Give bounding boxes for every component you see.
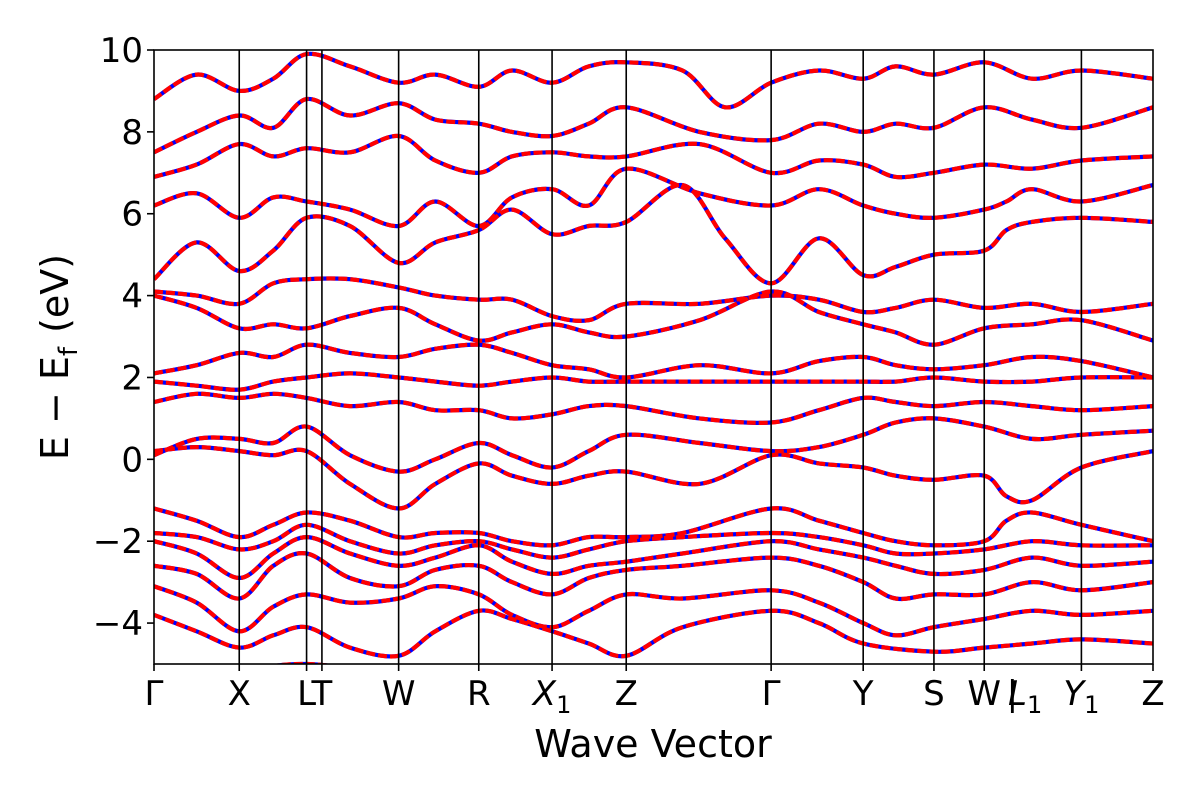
band-line-model-7 [154,416,1153,474]
band-line-model-17 [154,96,1153,155]
band-line-model-13 [154,276,1153,323]
y-axis-label-unit: (eV) [33,254,77,333]
y-tick-label-4: 4 [121,277,143,317]
band-line-model-1 [154,608,1153,659]
x-tick-label-12: | [1007,674,1018,714]
x-tick-label-9: Y [852,674,874,714]
band-line-model-15 [154,166,1153,229]
x-tick-label-14: Y1 [1063,674,1099,719]
x-axis: Γ X LT W R X1 Z Γ Y S W |L1 Y1 Z [145,664,1165,719]
band-line-model-11 [154,342,1153,380]
x-tick-label-0: Γ [145,674,164,714]
y-axis: −4 −2 0 2 4 6 8 10 [93,31,154,644]
x-tick-label-5: R [467,674,491,714]
band-line-model-9 [154,391,1153,425]
band-line-model-12 [154,289,1153,347]
y-axis-label: E − Ef (eV) [33,254,84,460]
x-tick-label-6: X1 [531,674,572,719]
x-tick-label-11: W [967,674,1001,714]
band-line-dft-2 [154,584,1153,638]
y-tick-label-2: 0 [121,440,143,480]
band-line-model-5 [154,522,1153,560]
x-tick-label-13: L1 [1008,674,1042,719]
x-tick-label-sub-13: 1 [1027,691,1042,719]
x-tick-label-main-6: X [531,674,557,714]
x-tick-label-main-14: Y [1063,674,1086,714]
band-lines [154,51,1153,664]
x-tick-label-8: Γ [762,674,781,714]
y-tick-label-0: −4 [93,604,143,644]
y-tick-label-6: 8 [121,113,143,153]
plot-frame [153,49,1154,665]
x-tick-label-1: X [228,674,251,714]
band-line-model-18 [154,51,1153,110]
x-tick-label-4: W [382,674,416,714]
x-tick-label-3: T [311,674,333,714]
high-symmetry-lines [238,50,1083,664]
x-tick-label-7: Z [615,674,638,714]
y-tick-label-5: 6 [121,195,143,235]
x-tick-label-sub-14: 1 [1084,691,1099,719]
x-axis-label: Wave Vector [534,722,772,766]
x-tick-label-10: S [923,674,945,714]
y-axis-label-sub: f [54,346,84,356]
band-line-model-4 [154,534,1153,581]
x-tick-label-15: Z [1141,674,1164,714]
x-tick-label-2: L [297,674,316,714]
y-tick-label-3: 2 [121,358,143,398]
y-tick-label-7: 10 [100,31,143,71]
band-line-dft-16 [154,133,1153,180]
x-tick-label-main-13: L [1008,674,1027,714]
band-line-model-3 [154,551,1153,602]
y-axis-label-main: E − E [33,356,77,460]
band-line-model-10 [154,371,1153,392]
y-tick-label-1: −2 [93,522,143,562]
x-tick-label-sub-6: 1 [556,691,571,719]
band-line-model-8 [154,444,1153,511]
